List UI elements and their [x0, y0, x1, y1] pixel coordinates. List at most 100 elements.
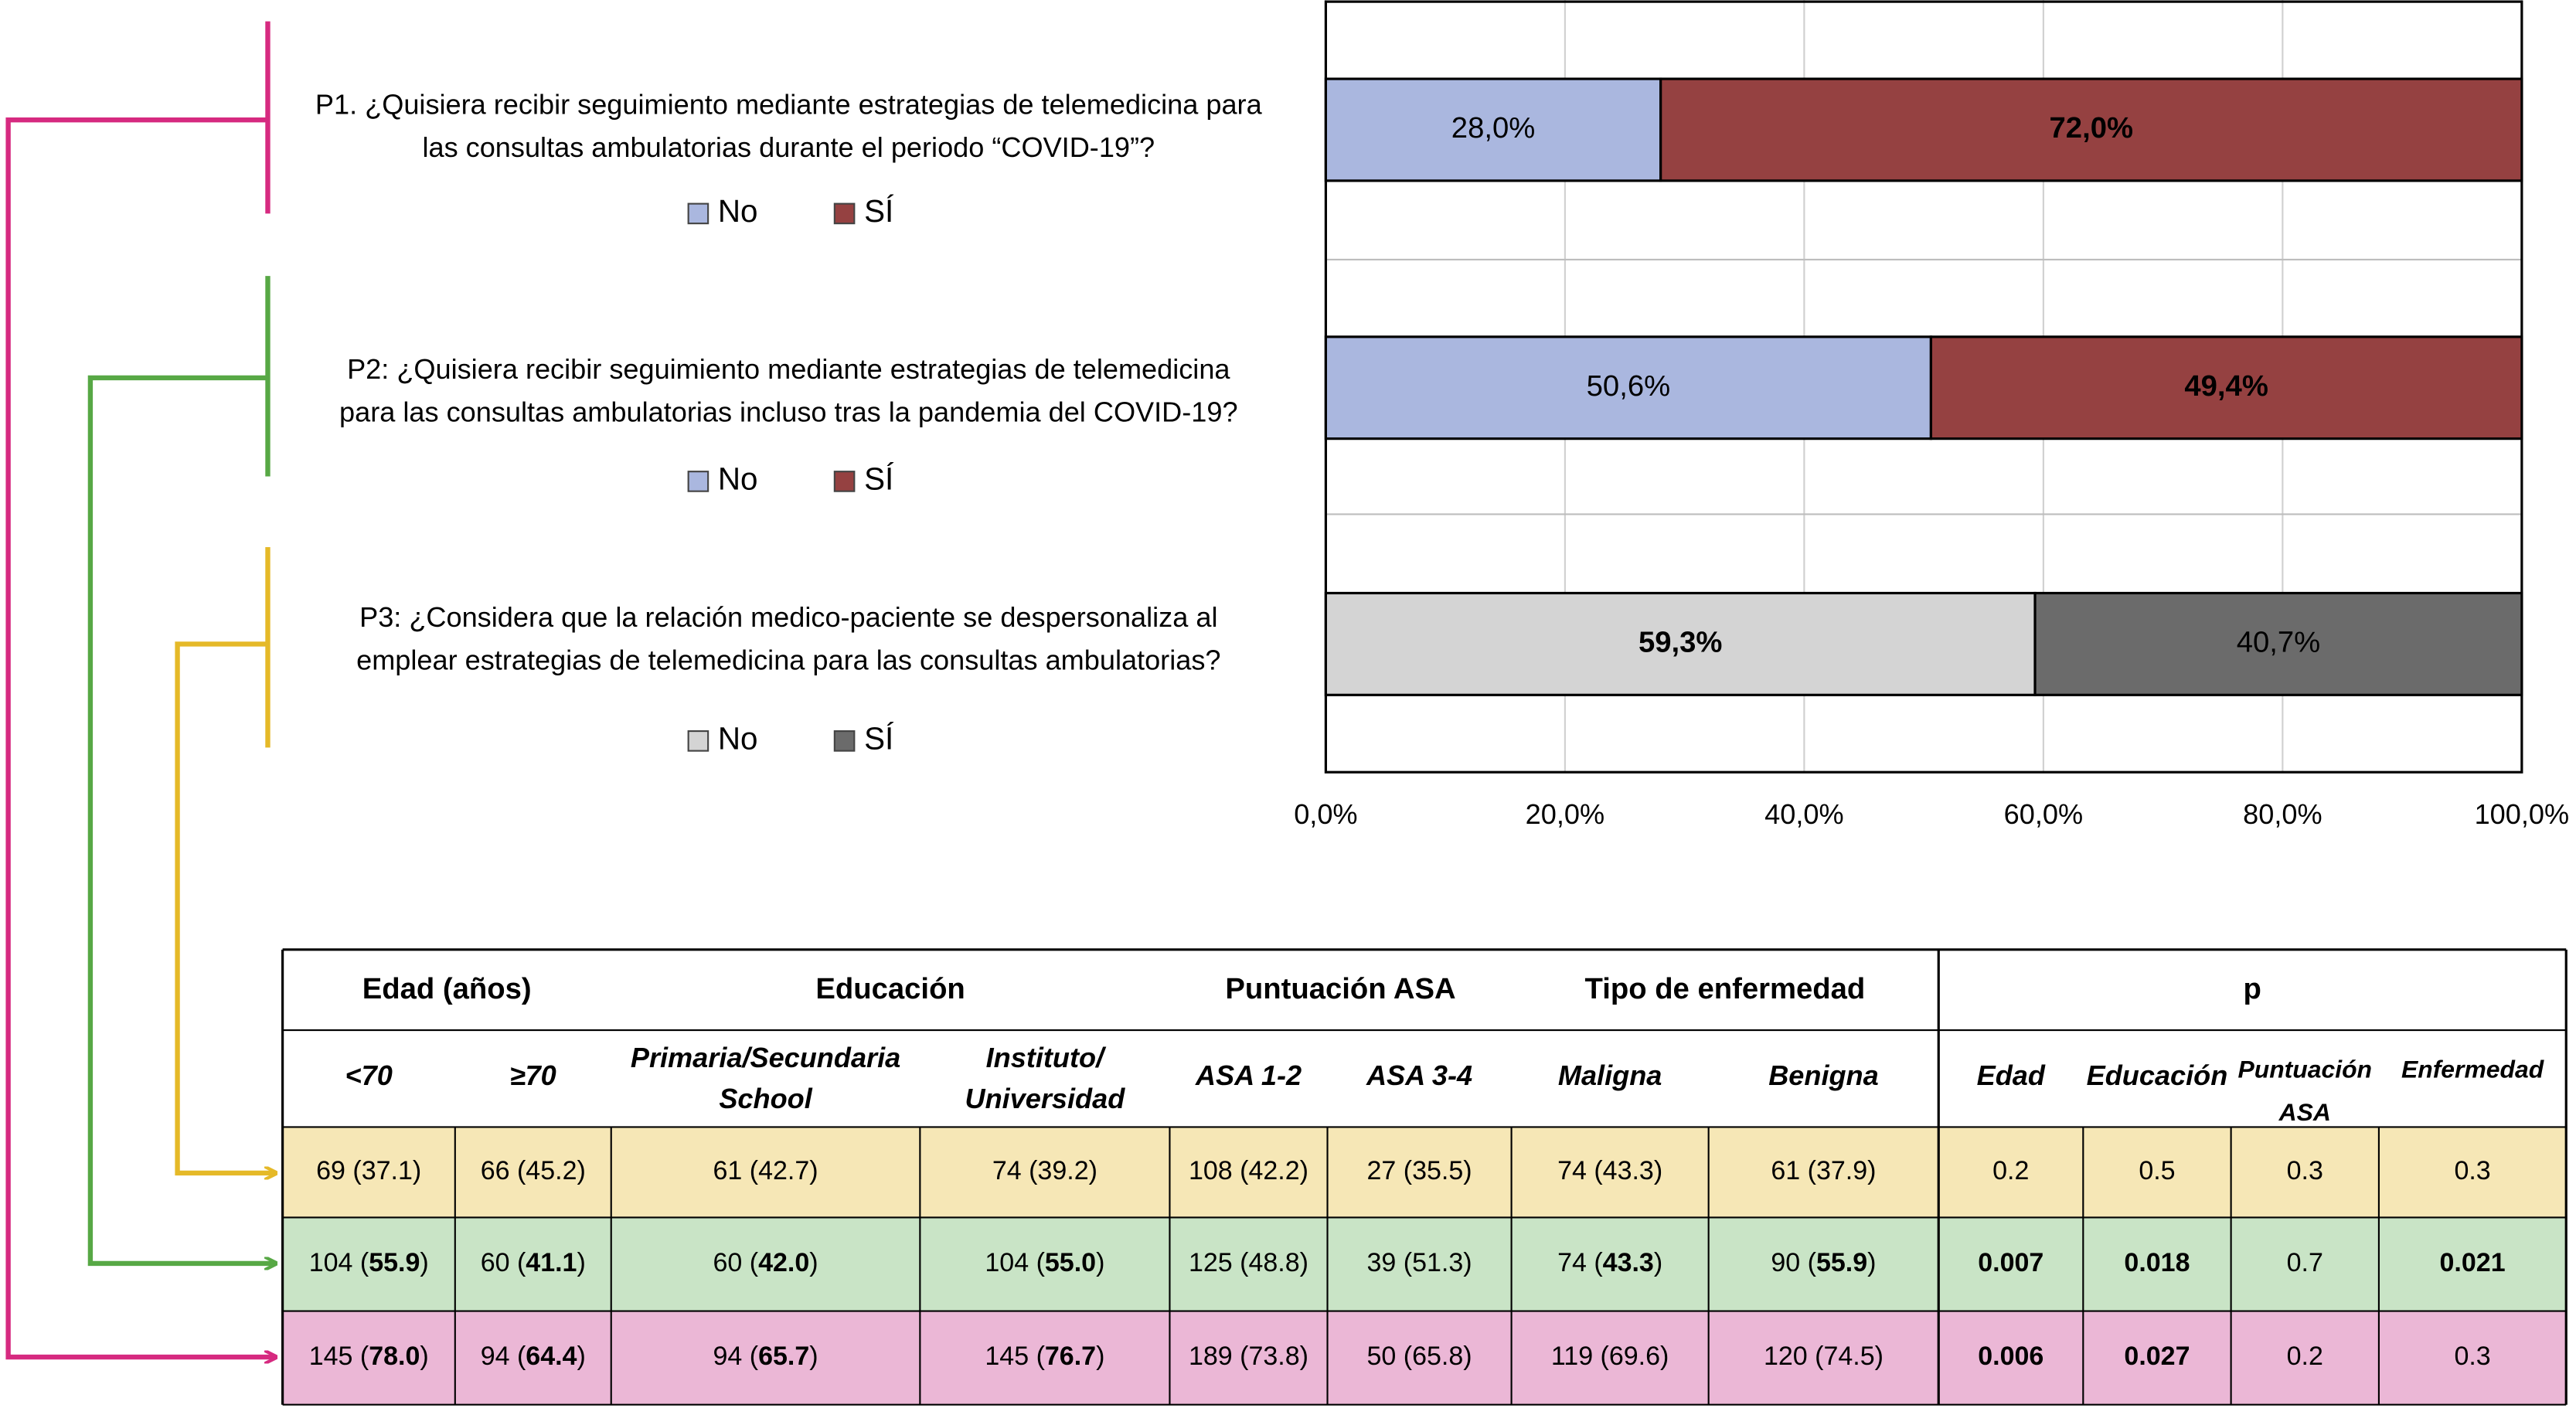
chart: 0,0% 20,0% 40,0% 60,0% 80,0% 100,0% 28,0% 72,0%…: [315, 0, 2569, 830]
value-label: 28,0%: [1451, 111, 1535, 145]
row-background: [282, 1311, 2567, 1405]
cell-text: 55.9: [369, 1248, 420, 1277]
cell: 0.7: [2287, 1248, 2323, 1277]
question-text: para las consultas ambulatorias incluso …: [339, 396, 1238, 427]
cell-text: ): [809, 1248, 818, 1277]
bar-segment: [1324, 77, 1662, 182]
legend-label: SÍ: [864, 461, 894, 497]
group-header: Tipo de enfermedad: [1585, 972, 1866, 1005]
cell: 0.3: [2287, 1156, 2323, 1185]
question-text: P2: ¿Quisiera recibir seguimiento median…: [347, 353, 1230, 385]
question-text: P1. ¿Quisiera recibir seguimiento median…: [315, 89, 1263, 121]
cell: 74 (43.3): [1557, 1156, 1662, 1185]
cell: 66 (45.2): [481, 1156, 586, 1185]
group-header: p: [2244, 972, 2261, 1005]
question-text: las consultas ambulatorias durante el pe…: [422, 131, 1155, 163]
row-background: [282, 1127, 2567, 1218]
cell-text: 60 (: [481, 1248, 526, 1277]
cell-text: 104 (: [309, 1248, 369, 1277]
cell: 0.2: [1992, 1156, 2029, 1185]
cell-text: 42.0: [758, 1248, 809, 1277]
cell-text: ): [420, 1248, 428, 1277]
legend-swatch: [833, 730, 856, 752]
legend-swatch: [687, 202, 710, 225]
cell: 189 (73.8): [1189, 1342, 1308, 1371]
cell: 119 (69.6): [1551, 1342, 1669, 1371]
cell: 0.3: [2454, 1156, 2490, 1185]
column-header: ASA 3-4: [1366, 1059, 1472, 1091]
value-label: 50,6%: [1587, 369, 1670, 403]
x-tick-label: 100,0%: [2475, 798, 2570, 830]
cell-text: ): [577, 1248, 585, 1277]
cell-text: 41.1: [526, 1248, 577, 1277]
cell: 74 (43.3): [1557, 1248, 1662, 1277]
cell: 0.021: [2440, 1248, 2506, 1277]
table: Edad (años) Educación Puntuación ASA Tipo d…: [281, 948, 2567, 1406]
pink-connector: [5, 21, 276, 1357]
cell: 61 (42.7): [713, 1156, 818, 1185]
cell-text: 64.4: [526, 1342, 577, 1371]
value-label: 59,3%: [1638, 626, 1722, 659]
value-label: 40,7%: [2237, 626, 2320, 659]
legend-label: SÍ: [864, 193, 894, 229]
column-header: ASA: [2278, 1098, 2331, 1126]
cell-text: ): [1654, 1248, 1662, 1277]
cell-text: ): [1096, 1248, 1104, 1277]
cell: 69 (37.1): [316, 1156, 421, 1185]
cell: 108 (42.2): [1189, 1156, 1308, 1185]
cell-text: 0.027: [2124, 1342, 2190, 1371]
cell-text: 55.9: [1816, 1248, 1867, 1277]
cell: 0.018: [2124, 1248, 2190, 1277]
bar-segment: [1324, 335, 1933, 440]
column-header: ≥70: [510, 1059, 556, 1091]
cell-text: 65.7: [758, 1342, 809, 1371]
legend-swatch: [833, 202, 856, 225]
yellow-connector: [175, 546, 277, 1173]
column-header: Edad: [1977, 1059, 2046, 1091]
value-label: 49,4%: [2184, 369, 2268, 403]
column-header: Enfermedad: [2401, 1056, 2545, 1083]
cell-text: 0.006: [1978, 1342, 2043, 1371]
cell-text: 0.007: [1978, 1248, 2043, 1277]
group-header: Puntuación ASA: [1225, 972, 1455, 1005]
legend-label: No: [718, 721, 758, 757]
column-header: Primaria/Secundaria: [631, 1042, 900, 1073]
column-header: School: [719, 1083, 812, 1114]
column-header: Maligna: [1558, 1059, 1662, 1091]
cell: 94 (65.7): [713, 1342, 818, 1371]
row-background: [282, 1217, 2567, 1311]
cell: 120 (74.5): [1764, 1342, 1884, 1371]
question-text: P3: ¿Considera que la relación medico-pa…: [359, 601, 1217, 633]
x-tick-label: 0,0%: [1294, 798, 1357, 830]
cell-text: 55.0: [1045, 1248, 1096, 1277]
cell: 0.007: [1978, 1248, 2043, 1277]
legend-label: SÍ: [864, 721, 894, 757]
cell-text: 94 (: [713, 1342, 758, 1371]
cell: 39 (51.3): [1367, 1248, 1472, 1277]
cell-text: ): [809, 1342, 818, 1371]
cell: 145 (78.0): [309, 1342, 429, 1371]
bar-segment: [1659, 77, 2523, 182]
cell: 0.2: [2287, 1342, 2323, 1371]
column-header: Puntuación: [2238, 1056, 2373, 1083]
cell-text: 76.7: [1045, 1342, 1096, 1371]
value-label: 72,0%: [2050, 111, 2133, 145]
column-header: Benigna: [1768, 1059, 1879, 1091]
legend-swatch: [687, 471, 710, 492]
cell: 0.006: [1978, 1342, 2043, 1371]
question-text: emplear estrategias de telemedicina para…: [356, 644, 1220, 675]
cell: 60 (42.0): [713, 1248, 818, 1277]
cell-text: 0.018: [2124, 1248, 2190, 1277]
bar-segment: [1929, 335, 2523, 440]
cell-text: 60 (: [713, 1248, 758, 1277]
group-header: Educación: [815, 972, 965, 1005]
cell: 27 (35.5): [1367, 1156, 1472, 1185]
legend-label: No: [718, 193, 758, 229]
column-header: Instituto/: [986, 1042, 1107, 1073]
cell: 125 (48.8): [1189, 1248, 1308, 1277]
cell-text: 74 (: [1557, 1248, 1603, 1277]
cell-text: ): [1867, 1248, 1876, 1277]
column-header: <70: [345, 1059, 393, 1091]
